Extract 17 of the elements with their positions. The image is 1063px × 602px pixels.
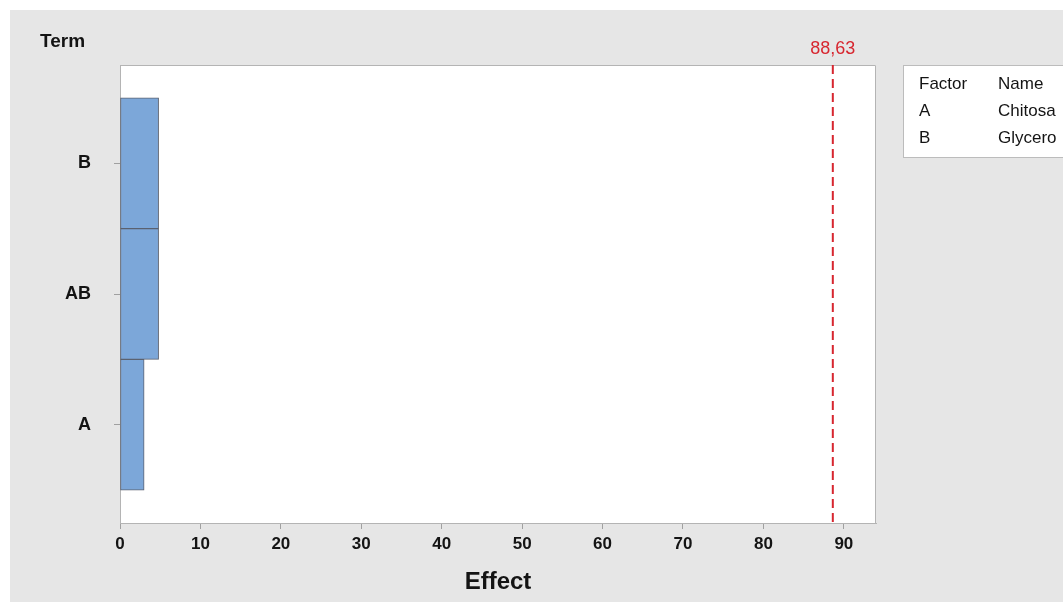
x-tick-label: 30: [351, 533, 371, 553]
x-tick-label: 50: [512, 533, 532, 553]
x-axis-title: Effect: [464, 567, 532, 595]
x-tick-label: 70: [673, 533, 693, 553]
y-tick-label: A: [78, 413, 91, 434]
x-tick-label: 0: [115, 533, 125, 553]
key-table: Factor Name A Chitosa B Glycero: [903, 65, 1063, 158]
y-tick-label: B: [78, 152, 91, 173]
x-tick-label: 60: [593, 533, 613, 553]
ref-line-label: 88,63: [810, 37, 856, 58]
x-tick-label: 40: [432, 533, 452, 553]
x-tick-label: 10: [190, 533, 210, 553]
x-tick-label: 80: [753, 533, 773, 553]
y-axis-title: Term: [40, 30, 86, 52]
x-tick-label: 90: [834, 533, 854, 553]
x-tick-label: 20: [271, 533, 291, 553]
y-tick-label: AB: [65, 282, 91, 303]
